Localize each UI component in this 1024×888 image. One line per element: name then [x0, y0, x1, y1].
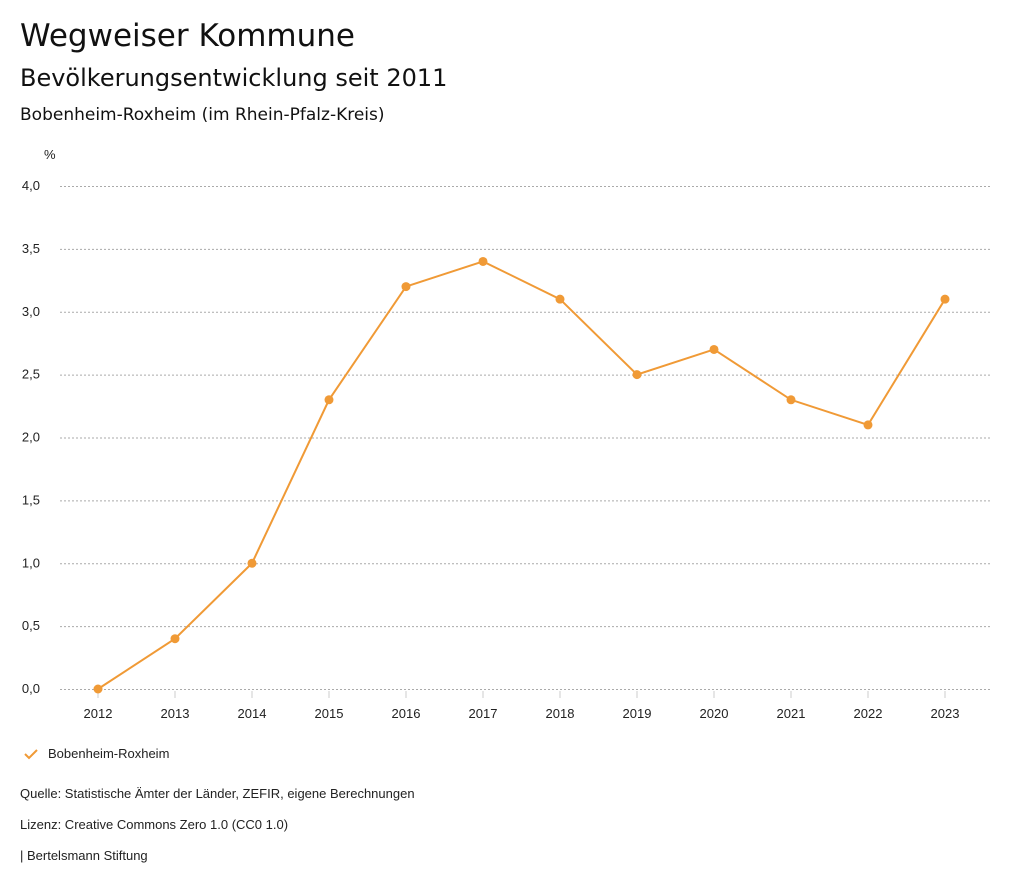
x-tick-label: 2023: [931, 706, 960, 721]
region-title: Bobenheim-Roxheim (im Rhein-Pfalz-Kreis): [20, 105, 385, 125]
x-tick-label: 2015: [315, 706, 344, 721]
legend-item[interactable]: Bobenheim-Roxheim: [24, 746, 169, 761]
publisher-text: | Bertelsmann Stiftung: [20, 848, 148, 863]
data-point: [709, 344, 719, 354]
x-tick-label: 2022: [854, 706, 883, 721]
source-text: Quelle: Statistische Ämter der Länder, Z…: [20, 786, 415, 801]
x-tick-label: 2020: [700, 706, 729, 721]
x-tick-label: 2013: [161, 706, 190, 721]
y-tick-label: 1,5: [22, 492, 40, 507]
y-tick-label: 1,0: [22, 555, 40, 570]
data-point: [863, 420, 873, 430]
data-point: [247, 558, 257, 568]
y-tick-label: 4,0: [22, 178, 40, 193]
y-axis-label: %: [44, 147, 56, 162]
x-tick-label: 2019: [623, 706, 652, 721]
y-tick-label: 0,5: [22, 618, 40, 633]
app-title: Wegweiser Kommune: [20, 18, 355, 54]
data-point: [478, 256, 488, 266]
y-tick-label: 2,0: [22, 430, 40, 445]
x-tick-label: 2021: [777, 706, 806, 721]
x-tick-label: 2014: [238, 706, 267, 721]
data-point: [93, 684, 103, 694]
x-tick-label: 2018: [546, 706, 575, 721]
data-point: [632, 370, 642, 380]
chart-title: Bevölkerungsentwicklung seit 2011: [20, 64, 448, 92]
data-point: [940, 294, 950, 304]
x-tick-label: 2016: [392, 706, 421, 721]
data-point: [555, 294, 565, 304]
line-chart: % 0,0 0,5 1,0 1,5 2,0 2,5 3,0 3,5 4,0 2012 2013 201…: [22, 147, 992, 721]
check-icon: [24, 748, 38, 759]
x-tick-label: 2017: [469, 706, 498, 721]
y-tick-label: 0,0: [22, 681, 40, 696]
data-point: [401, 282, 411, 292]
y-tick-label: 2,5: [22, 367, 40, 382]
legend-label: Bobenheim-Roxheim: [48, 746, 170, 761]
data-point: [170, 634, 180, 644]
x-tick-label: 2012: [84, 706, 113, 721]
y-tick-label: 3,5: [22, 241, 40, 256]
license-text: Lizenz: Creative Commons Zero 1.0 (CC0 1…: [20, 817, 289, 832]
data-point: [324, 395, 334, 405]
series-line: [97, 260, 946, 690]
data-point: [786, 395, 796, 405]
y-tick-label: 3,0: [22, 304, 40, 319]
